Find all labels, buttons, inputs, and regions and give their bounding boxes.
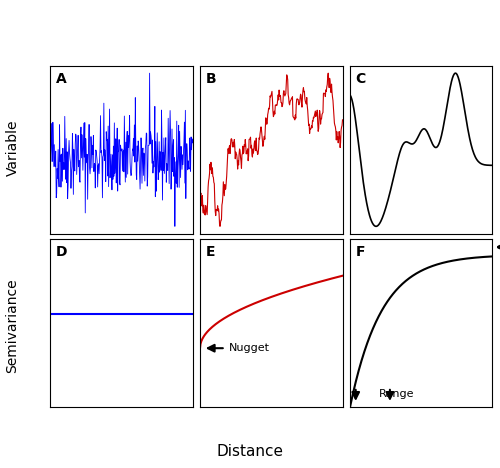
Text: Range: Range	[378, 389, 414, 399]
Text: Variable: Variable	[6, 119, 20, 176]
Text: Semivariance: Semivariance	[6, 278, 20, 373]
Text: C: C	[356, 72, 366, 86]
Text: E: E	[206, 245, 215, 259]
Text: F: F	[356, 245, 365, 259]
Text: Distance: Distance	[216, 444, 284, 459]
Text: A: A	[56, 72, 66, 86]
Text: Nugget: Nugget	[228, 343, 270, 353]
Text: B: B	[206, 72, 216, 86]
Text: D: D	[56, 245, 67, 259]
